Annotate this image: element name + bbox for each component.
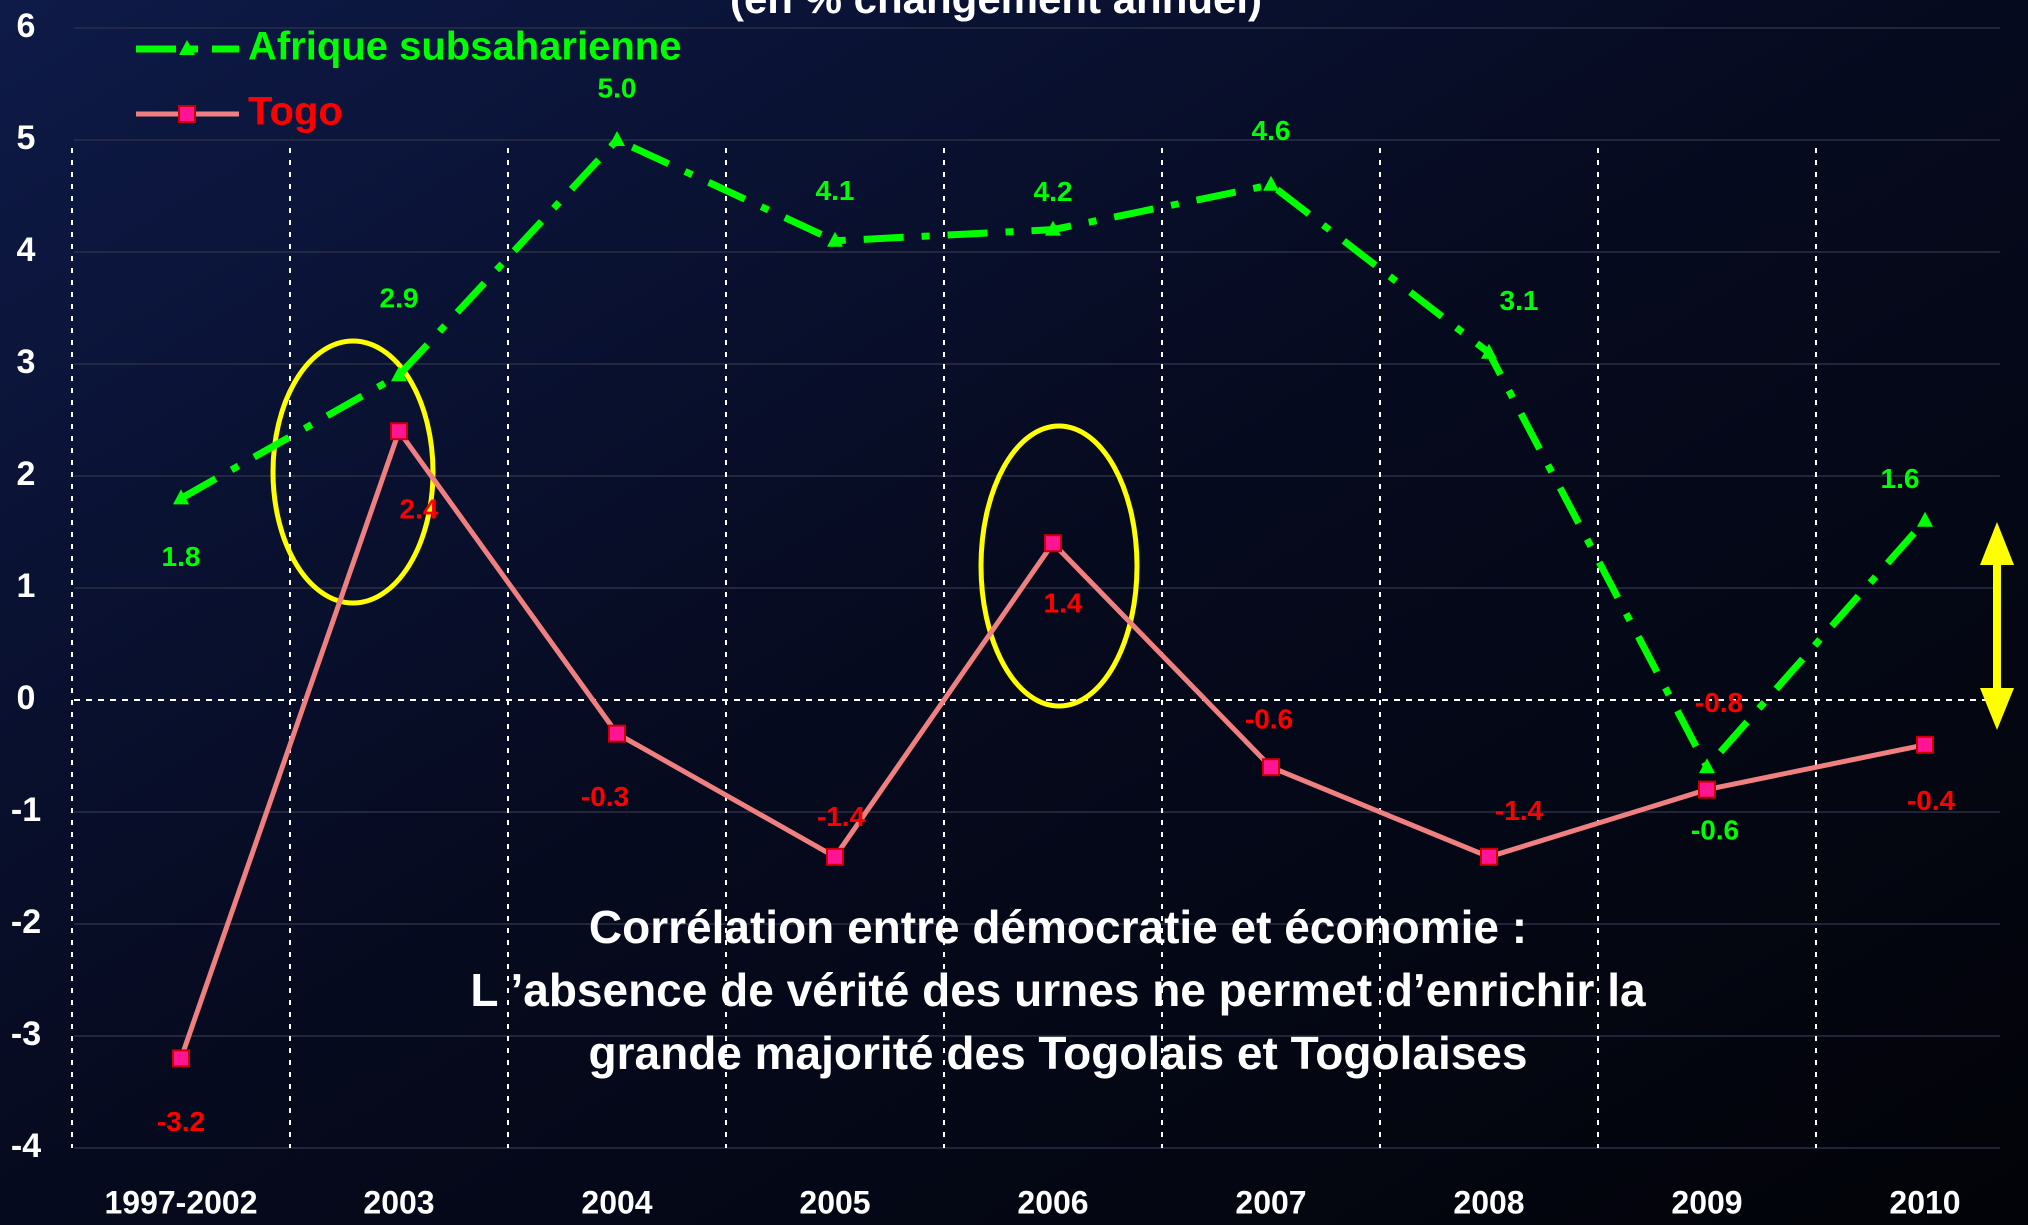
data-label: 1.4	[1044, 588, 1083, 619]
y-tick-label: -4	[11, 1127, 41, 1165]
annotation: Corrélation entre démocratie et économie…	[470, 901, 1646, 1079]
marker	[1262, 758, 1280, 777]
marker	[172, 1049, 190, 1068]
x-tick-label: 2008	[1453, 1184, 1524, 1220]
y-tick-label: 1	[17, 567, 36, 605]
marker	[609, 131, 625, 146]
data-label: 1.8	[162, 541, 201, 572]
y-tick-label: 3	[17, 343, 36, 381]
y-tick-label: 0	[17, 679, 36, 717]
annotation-line: L ’absence de vérité des urnes ne permet…	[470, 964, 1646, 1016]
data-label: -1.4	[1495, 795, 1544, 826]
annotation-line: Corrélation entre démocratie et économie…	[589, 901, 1527, 953]
marker	[1699, 758, 1715, 774]
marker	[1263, 175, 1279, 191]
data-label: -0.6	[1245, 704, 1293, 735]
legend-marker	[179, 40, 195, 55]
marker	[390, 422, 408, 441]
plot: 1.8 2.9 5.0 4.1 4.2 4.6 3.1 -0.6 1.6 -3.2 2.4 -0.3 -…	[157, 72, 1956, 1136]
data-label: -0.3	[581, 781, 629, 812]
y-tick-label: -2	[11, 903, 41, 941]
data-label: 4.2	[1034, 176, 1073, 207]
y-tick-label: -3	[11, 1015, 41, 1053]
marker	[1045, 220, 1061, 236]
chart-title: (en % changement annuel)	[730, 0, 1262, 22]
y-tick-label: 5	[17, 119, 36, 157]
x-tick-label: 2005	[799, 1184, 870, 1220]
marker	[1044, 534, 1062, 553]
annotation-line: grande majorité des Togolais et Togolais…	[589, 1027, 1528, 1079]
marker	[173, 489, 189, 505]
marker	[1917, 511, 1933, 527]
marker	[1698, 780, 1716, 799]
data-label: -0.8	[1695, 687, 1743, 718]
y-tick-label: 4	[17, 231, 36, 269]
data-label: -3.2	[157, 1106, 205, 1137]
marker	[1481, 343, 1497, 359]
highlight-ellipse	[270, 338, 436, 606]
legend-label: Afrique subsaharienne	[248, 25, 681, 69]
y-tick-label: 2	[17, 455, 36, 493]
marker	[1480, 847, 1498, 866]
data-label: -1.4	[817, 801, 866, 832]
highlight-ellipse	[978, 423, 1140, 709]
legend-label: Togo	[248, 90, 343, 134]
legend-marker	[178, 105, 196, 123]
data-label: 4.6	[1252, 115, 1291, 146]
double-arrow	[1980, 522, 2014, 730]
decorations	[270, 338, 2014, 730]
data-label: 1.6	[1881, 463, 1920, 494]
x-tick-label: 2004	[581, 1184, 652, 1220]
marker	[391, 366, 407, 382]
marker	[826, 847, 844, 866]
data-label: 2.4	[400, 494, 439, 525]
x-tick-label: 2009	[1671, 1184, 1742, 1220]
x-tick-label: 2010	[1889, 1184, 1960, 1220]
x-tick-label: 1997-2002	[104, 1184, 257, 1220]
data-label: 4.1	[816, 175, 855, 206]
data-label: 3.1	[1500, 285, 1539, 316]
x-tick-label: 2007	[1235, 1184, 1306, 1220]
data-label: -0.6	[1691, 815, 1739, 846]
marker	[827, 231, 843, 247]
data-label: 5.0	[598, 72, 637, 103]
marker	[1916, 735, 1934, 754]
grid: -4 -3 -2 -1 0 1 2 3 4 5 6 1997-2002 2003 2004 2005 2006…	[11, 7, 2000, 1220]
y-tick-label: 6	[17, 7, 36, 45]
marker	[608, 724, 626, 743]
data-label: 2.9	[380, 283, 419, 314]
y-tick-label: -1	[11, 791, 41, 829]
legend: Afrique subsaharienne Togo	[136, 25, 681, 134]
x-tick-label: 2003	[363, 1184, 434, 1220]
x-tick-label: 2006	[1017, 1184, 1088, 1220]
data-label: -0.4	[1907, 785, 1956, 816]
